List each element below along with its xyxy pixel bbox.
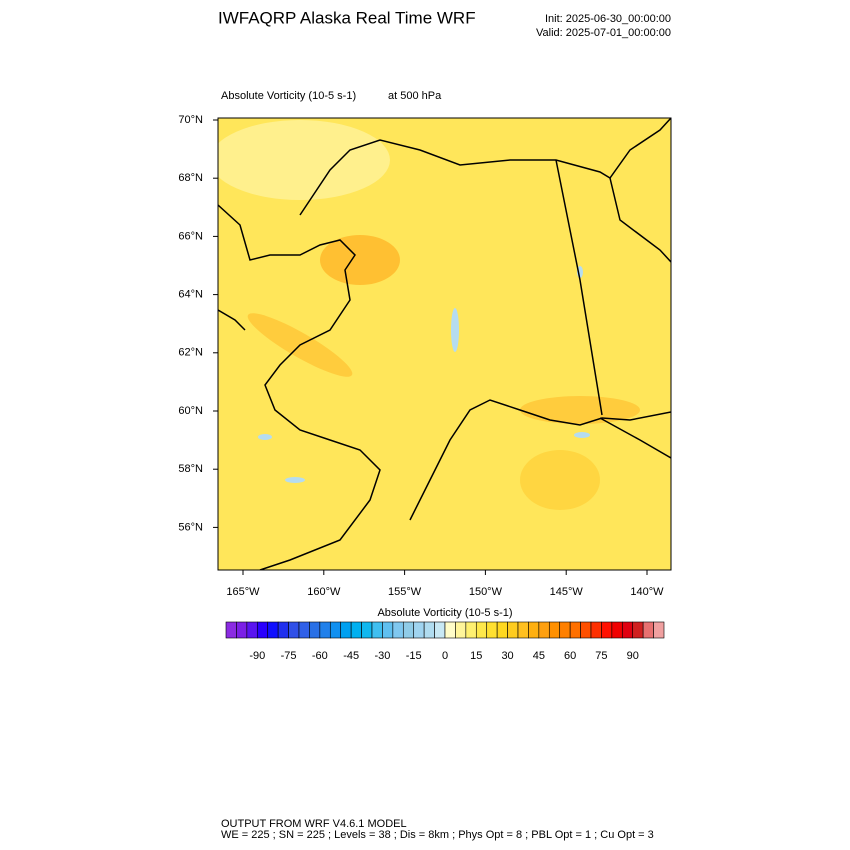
lat-label: 62°N [178, 347, 203, 359]
colorbar-box [444, 621, 456, 639]
colorbar-box [507, 621, 519, 639]
colorbar-label: 60 [564, 650, 576, 662]
colorbar-box [590, 621, 602, 639]
colorbar-box [350, 621, 362, 639]
colorbar-box [611, 621, 623, 639]
lon-labels: 165°W 160°W 155°W 150°W 145°W 140°W [226, 570, 664, 598]
lon-label: 160°W [307, 586, 341, 598]
colorbar-box [382, 621, 394, 639]
colorbar-box [392, 621, 404, 639]
map [218, 118, 671, 570]
lat-label: 58°N [178, 463, 203, 475]
colorbar-box [517, 621, 529, 639]
colorbar-box [329, 621, 342, 639]
colorbar-box [538, 621, 550, 639]
colorbar-box [319, 621, 331, 639]
footer-line: OUTPUT FROM WRF V4.6.1 MODEL [221, 818, 407, 830]
lat-label: 64°N [178, 289, 203, 301]
colorbar-box [601, 621, 613, 639]
colorbar-label: -15 [406, 650, 422, 662]
colorbar-label: -45 [343, 650, 359, 662]
colorbar-label: 45 [533, 650, 545, 662]
colorbar-box [434, 621, 446, 639]
colorbar-box [496, 621, 508, 639]
colorbar-box [298, 621, 310, 639]
colorbar-box [580, 621, 592, 639]
colorbar-label: 30 [501, 650, 513, 662]
colorbar-box [653, 621, 665, 639]
colorbar-label: 0 [442, 650, 448, 662]
colorbar-box [455, 621, 467, 639]
footer-line: WE = 225 ; SN = 225 ; Levels = 38 ; Dis … [221, 829, 654, 841]
colorbar-title: Absolute Vorticity (10-5 s-1) [377, 607, 512, 619]
colorbar-box [621, 621, 634, 639]
colorbar-box [277, 621, 289, 639]
colorbar-box [361, 621, 373, 639]
colorbar-box [246, 621, 258, 639]
lat-label: 66°N [178, 230, 203, 242]
colorbar-box [371, 621, 383, 639]
lat-label: 56°N [178, 521, 203, 533]
colorbar-box [559, 621, 571, 639]
colorbar-box [236, 621, 248, 639]
level: at 500 hPa [388, 90, 442, 102]
colorbar-box [413, 621, 425, 639]
colorbar-box [642, 621, 654, 639]
colorbar-label: 15 [470, 650, 482, 662]
colorbar-box [225, 621, 237, 639]
valid-time: Valid: 2025-07-01_00:00:00 [536, 27, 671, 39]
colorbar-box [423, 621, 435, 639]
lon-label: 150°W [469, 586, 503, 598]
colorbar-label: 90 [627, 650, 639, 662]
colorbar-box [632, 621, 644, 639]
colorbar-label: -60 [312, 650, 328, 662]
colorbar-box [288, 621, 300, 639]
colorbar: -90 -75 -60 -45 -30 -15 0 15 30 45 60 75 90 [225, 621, 665, 662]
map-frame [217, 117, 672, 571]
colorbar-box [309, 621, 321, 639]
lat-label: 70°N [178, 114, 203, 126]
colorbar-label: -90 [249, 650, 265, 662]
colorbar-box [340, 621, 352, 639]
colorbar-box [528, 621, 540, 639]
lon-label: 165°W [226, 586, 260, 598]
lon-label: 155°W [388, 586, 422, 598]
colorbar-box [569, 621, 581, 639]
lon-label: 140°W [630, 586, 664, 598]
field-name: Absolute Vorticity (10-5 s-1) [221, 90, 356, 102]
colorbar-box [256, 621, 269, 639]
colorbar-label: 75 [595, 650, 607, 662]
colorbar-label: -30 [374, 650, 390, 662]
colorbar-label: -75 [281, 650, 297, 662]
colorbar-box [548, 621, 561, 639]
lat-labels: 70°N 68°N 66°N 64°N 62°N 60°N 58°N 56°N [178, 114, 218, 533]
lon-label: 145°W [550, 586, 584, 598]
lat-label: 60°N [178, 405, 203, 417]
init-time: Init: 2025-06-30_00:00:00 [545, 13, 671, 25]
colorbar-box [267, 621, 279, 639]
colorbar-box [402, 621, 415, 639]
title: IWFAQRP Alaska Real Time WRF [218, 8, 476, 27]
colorbar-box [465, 621, 477, 639]
lat-label: 68°N [178, 172, 203, 184]
colorbar-box [475, 621, 488, 639]
colorbar-box [486, 621, 498, 639]
